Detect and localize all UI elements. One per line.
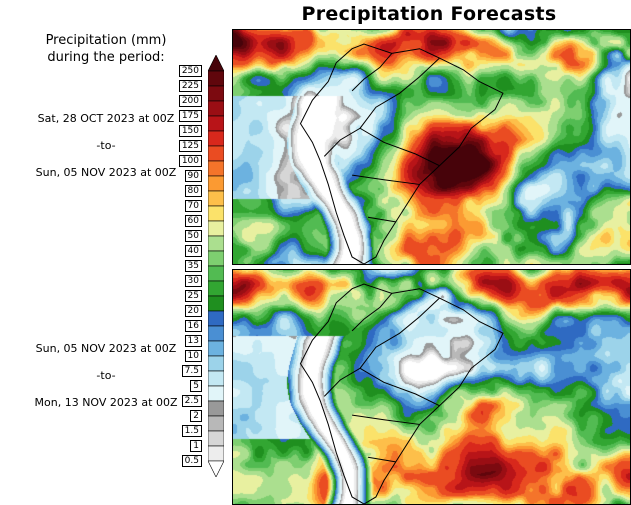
period-to: Sun, 05 NOV 2023 at 00Z: [35, 166, 177, 179]
colorbar-tick-label: 20: [184, 305, 202, 317]
south-america-outline-bottom: [298, 282, 505, 504]
colorbar-tick-label: 80: [184, 185, 202, 197]
colorbar-tick-label: 13: [184, 335, 202, 347]
colorbar-segment: [207, 445, 225, 462]
colorbar: 250 225 200 175 150 125 100 90 80 70 60 50 40 35 30 25 2…: [168, 54, 225, 481]
map-panel-bottom: [232, 269, 631, 505]
colorbar-tick-label: 1: [190, 440, 202, 452]
colorbar-tick-label: 2.5: [181, 395, 202, 407]
colorbar-tick-label: 16: [184, 320, 202, 332]
period-label-bottom: Sun, 05 NOV 2023 at 00Z -to- Mon, 13 NOV…: [2, 342, 210, 423]
legend-heading-line2: during the period:: [47, 50, 165, 65]
map-panel-top: [232, 29, 631, 265]
colorbar-tick-label: 250: [178, 65, 202, 77]
colorbar-segment: [207, 310, 225, 327]
colorbar-tick-label: 90: [184, 170, 202, 182]
colorbar-bar: [207, 54, 225, 481]
colorbar-tick-label: 150: [178, 125, 202, 137]
colorbar-tick-label: 10: [184, 350, 202, 362]
period-label-top: Sat, 28 OCT 2023 at 00Z -to- Sun, 05 NOV…: [2, 112, 210, 193]
colorbar-tick-label: 0.5: [181, 455, 202, 467]
colorbar-segment: [207, 115, 225, 132]
colorbar-segment: [207, 220, 225, 237]
colorbar-tick-label: 100: [178, 155, 202, 167]
colorbar-gradient: [207, 54, 225, 478]
period-separator: -to-: [96, 369, 116, 382]
colorbar-segment: [207, 145, 225, 162]
colorbar-segment: [207, 190, 225, 207]
south-america-outline-top: [298, 42, 505, 264]
page-title: Precipitation Forecasts: [301, 3, 557, 25]
colorbar-tick-label: 40: [184, 245, 202, 257]
legend-heading-line1: Precipitation (mm): [45, 33, 167, 48]
colorbar-segment: [207, 295, 225, 312]
colorbar-segment: [207, 355, 225, 372]
colorbar-segment: [207, 340, 225, 357]
colorbar-tick-label: 1.5: [181, 425, 202, 437]
colorbar-arrow: [207, 460, 225, 478]
colorbar-tick-label: 2: [190, 410, 202, 422]
colorbar-arrow: [207, 54, 225, 72]
colorbar-tick-label: 125: [178, 140, 202, 152]
colorbar-tick-label: 225: [178, 80, 202, 92]
period-separator: -to-: [96, 139, 116, 152]
colorbar-tick-label: 175: [178, 110, 202, 122]
colorbar-segment: [207, 175, 225, 192]
colorbar-segment: [207, 235, 225, 252]
colorbar-segment: [207, 70, 225, 87]
colorbar-tick-label: 200: [178, 95, 202, 107]
colorbar-segment: [207, 130, 225, 147]
colorbar-tick-label: 7.5: [181, 365, 202, 377]
period-from: Sat, 28 OCT 2023 at 00Z: [37, 112, 175, 125]
colorbar-segment: [207, 370, 225, 387]
colorbar-tick-label: 35: [184, 260, 202, 272]
colorbar-tick-label: 70: [184, 200, 202, 212]
period-from: Sun, 05 NOV 2023 at 00Z: [35, 342, 177, 355]
colorbar-segment: [207, 85, 225, 102]
legend-heading: Precipitation (mm) during the period:: [6, 32, 206, 66]
colorbar-segment: [207, 250, 225, 267]
colorbar-tick-label: 5: [190, 380, 202, 392]
colorbar-segment: [207, 430, 225, 447]
colorbar-segment: [207, 160, 225, 177]
period-to: Mon, 13 NOV 2023 at 00Z: [34, 396, 178, 409]
colorbar-segment: [207, 325, 225, 342]
colorbar-segment: [207, 400, 225, 417]
colorbar-segment: [207, 100, 225, 117]
colorbar-segment: [207, 280, 225, 297]
colorbar-tick-label: 25: [184, 290, 202, 302]
colorbar-segment: [207, 205, 225, 222]
colorbar-segment: [207, 415, 225, 432]
colorbar-tick-label: 30: [184, 275, 202, 287]
colorbar-tick-label: 60: [184, 215, 202, 227]
map-canvas-bottom: [233, 270, 630, 504]
map-canvas-top: [233, 30, 630, 264]
colorbar-tick-label: 50: [184, 230, 202, 242]
colorbar-segment: [207, 265, 225, 282]
colorbar-segment: [207, 385, 225, 402]
